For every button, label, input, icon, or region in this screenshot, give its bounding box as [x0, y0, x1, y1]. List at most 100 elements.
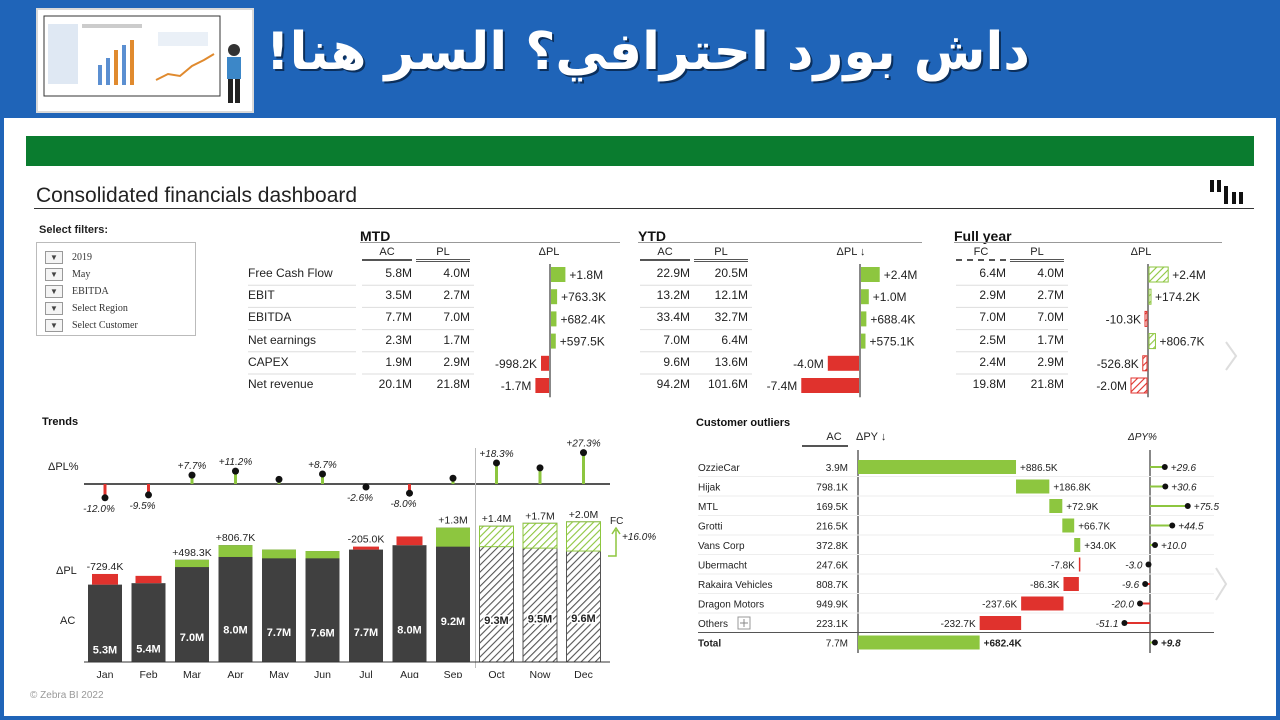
category-label: Apr	[227, 669, 244, 678]
kpi-variance-bar	[827, 355, 859, 371]
section-fy-title: Full year	[954, 228, 1012, 244]
kpi-cell-ytd: 22.9M	[656, 266, 690, 280]
pct-dot	[536, 464, 544, 472]
filters-label: Select filters:	[39, 224, 109, 236]
customer-name: Hijak	[698, 483, 721, 494]
pct-dot	[319, 470, 326, 478]
kpi-variance-bar	[1142, 355, 1148, 372]
customer-name: Rakaira Vehicles	[698, 580, 772, 591]
pct-label: +29.6	[1171, 463, 1197, 474]
title-divider	[34, 208, 1254, 209]
kpi-variance-label: -998.2K	[495, 357, 537, 371]
dpl-bar	[218, 545, 253, 557]
kpi-cell-ytd: 13.2M	[656, 288, 690, 303]
kpi-cell-fy: 21.8M	[1030, 377, 1064, 391]
kpi-variance-bar	[1130, 377, 1148, 394]
ac-bar-label: 8.0M	[397, 625, 421, 637]
kpi-cell-ytd: 12.1M	[714, 288, 748, 303]
chevron-down-icon: ▼	[45, 301, 63, 315]
customer-name: Others	[698, 619, 728, 630]
dpl-bar	[175, 559, 209, 568]
ac-bar-label: 9.5M	[528, 614, 552, 626]
kpi-variance-label: +1.8M	[569, 268, 603, 282]
dpl-bar	[396, 536, 423, 546]
kpi-variance-label: +682.4K	[560, 312, 605, 326]
pct-label: -9.5%	[129, 501, 155, 512]
kpi-cell-mtd: 1.7M	[443, 332, 470, 347]
dpl-bar	[353, 546, 379, 550]
customer-name: MTL	[698, 502, 718, 513]
ac-bar	[305, 551, 340, 662]
pct-label: +10.0	[1161, 541, 1187, 552]
pct-dot	[275, 475, 283, 483]
kpi-cell-fy: 2.7M	[1037, 288, 1064, 303]
kpi-row-label: EBIT	[248, 288, 275, 303]
pct-label: -51.1	[1096, 619, 1119, 630]
kpi-cell-mtd: 7.7M	[385, 310, 412, 325]
kpi-variance-label: +1.0M	[873, 290, 907, 304]
dpl-bar	[522, 522, 558, 549]
customer-ac: 169.5K	[816, 502, 848, 513]
dpl-bar	[566, 521, 601, 552]
waterfall-bar	[1063, 577, 1079, 591]
waterfall-label: +186.8K	[1053, 483, 1091, 494]
filter-year[interactable]: ▼ 2019	[45, 249, 92, 265]
ac-bar-label: 7.0M	[180, 632, 204, 644]
customer-name: OzzieCar	[698, 463, 740, 474]
customer-outliers-title: Customer outliers	[696, 417, 791, 429]
filter-icon: ▼	[45, 267, 63, 281]
ac-bar-label: 9.2M	[441, 616, 465, 628]
filter-icon: ▼	[45, 284, 63, 298]
customer-ac: 798.1K	[816, 483, 848, 494]
filter-customer[interactable]: ▼ Select Customer	[45, 317, 138, 333]
kpi-cell-mtd: 5.8M	[385, 266, 412, 280]
col-fy-dpl: ΔPL	[1130, 246, 1152, 258]
waterfall-label: +72.9K	[1066, 502, 1098, 513]
row-label-ac: AC	[60, 615, 75, 627]
kpi-cell-mtd: 2.9M	[443, 354, 470, 369]
dpl-label: +1.3M	[438, 515, 467, 527]
customer-ac: 372.8K	[816, 541, 848, 552]
ac-bar	[392, 545, 427, 662]
pct-label: -2.6%	[347, 493, 373, 504]
kpi-cell-mtd: 2.3M	[385, 332, 412, 347]
filter-month[interactable]: ▼ May	[45, 266, 90, 282]
kpi-variance-bar	[861, 289, 869, 305]
customer-name: Total	[698, 639, 721, 650]
kpi-variance-bar	[861, 267, 880, 282]
ac-bar-label: 5.4M	[136, 644, 160, 656]
waterfall-bar	[1049, 499, 1063, 513]
dpl-bar	[436, 527, 470, 547]
kpi-cell-mtd: 20.1M	[378, 377, 412, 391]
filter-region[interactable]: ▼ Select Region	[45, 300, 128, 316]
customer-ac: 949.9K	[816, 600, 848, 611]
fc-total-delta: +16.0%	[622, 532, 656, 543]
pct-dot	[1142, 581, 1149, 587]
ac-bar-label: 7.7M	[267, 627, 291, 639]
waterfall-label: -7.8K	[1051, 561, 1075, 572]
kpi-variance-label: +575.1K	[869, 335, 914, 349]
pct-dot	[1161, 464, 1168, 470]
kpi-variance-bar	[541, 355, 549, 371]
waterfall-label: -237.6K	[982, 600, 1017, 611]
customer-ac: 247.6K	[816, 561, 848, 572]
dpl-bar	[479, 525, 514, 548]
kpi-variance-bar	[1148, 333, 1156, 350]
ac-bar	[349, 549, 383, 662]
trends-title: Trends	[42, 416, 79, 428]
kpi-variance-label: +688.4K	[870, 312, 915, 326]
dpl-label: -205.0K	[348, 534, 385, 546]
category-label: Mar	[183, 669, 202, 678]
zebra-logo-icon	[1208, 178, 1248, 211]
kpi-cell-ytd: 94.2M	[656, 377, 690, 391]
kpi-cell-ytd: 9.6M	[663, 354, 690, 369]
category-label: Dec	[574, 669, 593, 678]
dpl-bar	[305, 551, 340, 559]
kpi-cell-mtd: 3.5M	[385, 288, 412, 303]
kpi-cell-ytd: 33.4M	[656, 310, 690, 325]
category-label: Jul	[359, 669, 372, 678]
fc-label: FC	[610, 516, 623, 527]
kpi-cell-ytd: 6.4M	[721, 332, 748, 347]
filter-measure[interactable]: ▼ EBITDA	[45, 283, 109, 299]
dpl-label: -729.4K	[87, 561, 124, 573]
